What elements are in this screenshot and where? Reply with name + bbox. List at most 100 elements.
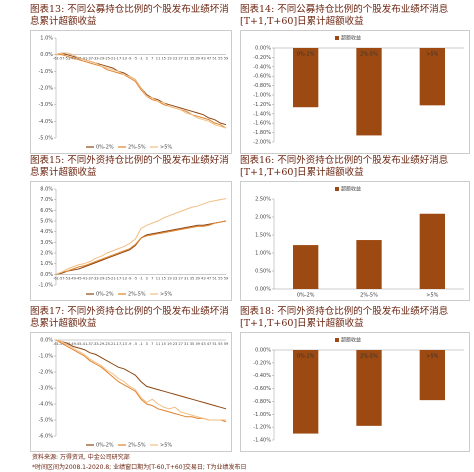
y-tick-label: -1.0% [38, 69, 53, 75]
bar [419, 48, 445, 106]
y-tick-label: -1.80% [253, 130, 271, 136]
x-tick-label: 11 [156, 342, 161, 346]
chart-title: 图表15: 不同外资持仓比例的个股发布业绩好消息累计超额收益 [30, 155, 229, 178]
y-tick-label: -0.40% [253, 373, 271, 379]
series-line [55, 198, 227, 275]
y-tick-label: -0.60% [253, 386, 271, 392]
chart-title: 图表17: 不同外资持仓比例的个股发布业绩坏消息累计超额收益 [30, 306, 229, 329]
x-tick-label: 43 [201, 276, 206, 280]
chart-panel: 图表18: 不同外资持仓比例的个股发布业绩坏消息[T+1,T+60]日累计超额收… [240, 306, 470, 456]
y-tick-label: 0.0% [40, 338, 53, 344]
x-tick-label: -53 [64, 276, 70, 280]
y-tick-label: 7.0% [40, 197, 53, 203]
y-tick-label: -1.00% [253, 93, 271, 99]
x-tick-label: 11 [156, 276, 161, 280]
chart-title: 图表14: 不同公募持仓比例的个股发布业绩坏消息[T+1,T+60]日累计超额收… [240, 4, 449, 27]
x-tick-label: -33 [93, 342, 99, 346]
x-tick-label: -57 [59, 276, 65, 280]
y-tick-label: -3.0% [38, 386, 53, 392]
source: 资料来源: 万得资讯, 中金公司研究部 [32, 454, 130, 461]
chart-title: 图表13: 不同公募持仓比例的个股发布业绩坏消息累计超额收益 [30, 4, 229, 27]
x-tick-label: >5% [426, 293, 438, 299]
x-tick-label: 2%-5% [360, 354, 378, 360]
x-tick-label: 39 [195, 276, 200, 280]
y-tick-label: 1.50% [255, 233, 271, 239]
x-tick-label: -57 [59, 57, 65, 61]
y-tick-label: 0.00% [255, 287, 271, 293]
legend-swatch [335, 338, 339, 342]
legend-label: 2%-5% [128, 145, 146, 151]
x-tick-label: -9 [128, 342, 132, 346]
y-tick-label: -1.0% [38, 354, 53, 360]
legend-label: 超额收益 [341, 186, 361, 193]
x-tick-label: 55 [218, 276, 223, 280]
y-tick-label: 1.00% [255, 251, 271, 257]
y-tick-label: 0.50% [255, 269, 271, 275]
x-tick-label: 2%-5% [360, 52, 378, 58]
x-tick-label: -61 [53, 342, 59, 346]
x-tick-label: -45 [76, 57, 82, 61]
x-tick-label: 11 [156, 57, 161, 61]
x-tick-label: 0%-2% [297, 52, 315, 58]
x-tick-label: -49 [70, 342, 77, 346]
x-tick-label: -33 [93, 57, 99, 61]
y-tick-label: -3.0% [38, 102, 53, 108]
bar [356, 48, 382, 136]
y-tick-label: 1.0% [40, 261, 53, 267]
x-tick-label: 31 [184, 57, 189, 61]
x-tick-label: -9 [128, 276, 132, 280]
x-tick-label: 47 [207, 342, 212, 346]
x-tick-label: 7 [151, 276, 153, 280]
legend-label: >5% [160, 443, 172, 449]
x-tick-label: 2%-5% [360, 293, 378, 299]
y-tick-label: -6.0% [38, 434, 53, 440]
x-tick-label: 19 [167, 342, 172, 346]
chart-panel: 图表16: 不同外资持仓比例的个股发布业绩好消息[T+1,T+60]日累计超额收… [240, 155, 470, 305]
x-tick-label: -41 [81, 276, 87, 280]
bar [293, 350, 319, 434]
x-tick-label: -5 [134, 276, 138, 280]
x-tick-label: -9 [128, 57, 132, 61]
chart: 2.50% 2.00% 1.50% 1.00% 0.50% 0.00% 0%-2% 2%-5%… [240, 181, 470, 301]
chart: 8.0% 7.0% 6.0% 5.0% 4.0% 3.0% 2.0% 1.0% 0.0% -1.0… [30, 181, 232, 301]
frame [240, 181, 470, 301]
y-tick-label: -4.0% [38, 402, 53, 408]
frame [30, 181, 232, 301]
y-tick-label: -1.20% [253, 425, 271, 431]
y-tick-label: 6.0% [40, 208, 53, 214]
frame [240, 332, 470, 452]
legend-label: 超额收益 [341, 35, 361, 42]
x-tick-label: 39 [195, 57, 200, 61]
y-tick-label: -4.0% [38, 119, 53, 125]
bar [293, 245, 319, 289]
y-tick-label: 0.0% [40, 272, 53, 278]
x-tick-label: 39 [195, 342, 200, 346]
y-tick-label: 2.00% [255, 215, 271, 221]
x-tick-label: 7 [151, 342, 153, 346]
x-tick-label: 23 [173, 342, 178, 346]
chart-title: 图表16: 不同外资持仓比例的个股发布业绩好消息[T+1,T+60]日累计超额收… [240, 155, 449, 178]
legend-swatch [335, 187, 339, 191]
x-tick-label: -17 [115, 57, 121, 61]
y-tick-label: -0.60% [253, 74, 271, 80]
x-tick-label: 7 [151, 57, 153, 61]
x-tick-label: 3 [146, 276, 148, 280]
x-tick-label: >5% [426, 354, 438, 360]
x-tick-label: 27 [178, 57, 183, 61]
chart: 0.00% -0.20% -0.40% -0.60% -0.80% -1.00% -1.20… [240, 332, 470, 452]
x-tick-label: 51 [212, 342, 217, 346]
x-tick-label: 31 [184, 276, 189, 280]
y-tick-label: -0.40% [253, 64, 271, 70]
x-tick-label: -37 [87, 342, 93, 346]
y-tick-label: -2.00% [253, 140, 271, 146]
y-tick-label: -5.0% [38, 136, 53, 142]
y-tick-label: -5.0% [38, 418, 53, 424]
frame [30, 30, 232, 154]
x-tick-label: 3 [146, 342, 148, 346]
chart-title: 图表18: 不同外资持仓比例的个股发布业绩坏消息[T+1,T+60]日累计超额收… [240, 306, 449, 329]
x-tick-label: 47 [207, 57, 212, 61]
legend-label: >5% [160, 292, 172, 298]
x-tick-label: 0%-2% [297, 293, 315, 299]
y-tick-label: 8.0% [40, 187, 53, 193]
chart-panel: 图表13: 不同公募持仓比例的个股发布业绩坏消息累计超额收益 1.0% 0.0% -1… [30, 4, 232, 158]
